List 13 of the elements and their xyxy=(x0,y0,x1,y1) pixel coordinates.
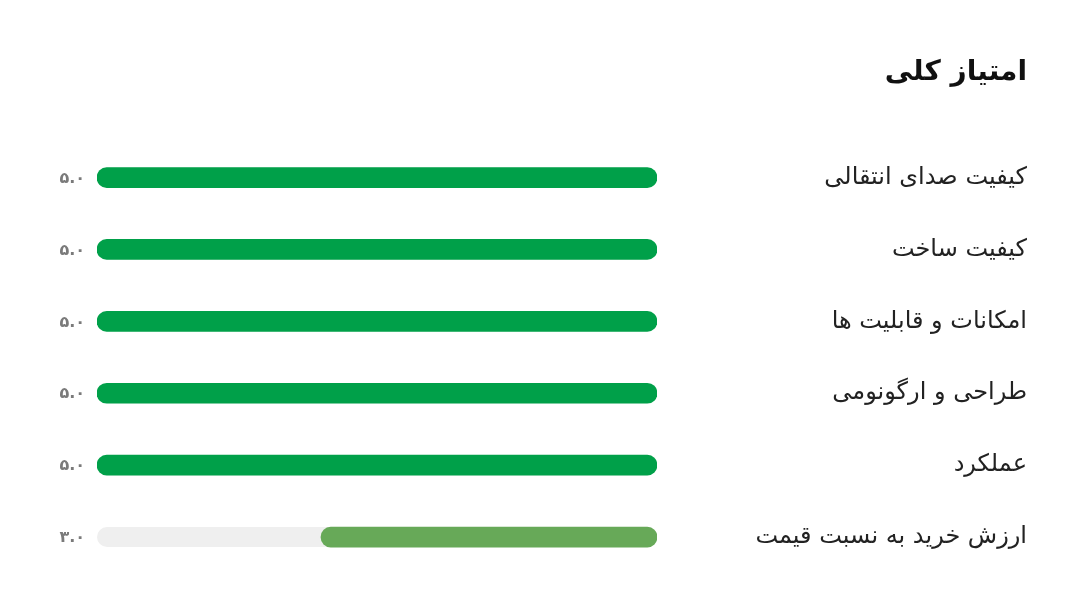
y-tick-label: ارزش خرید به نسبت قیمت xyxy=(755,521,1027,550)
y-tick-label: عملکرد xyxy=(953,449,1027,478)
data-label: ۵.۰ xyxy=(59,239,85,259)
text: امتیاز کلی xyxy=(884,54,1027,88)
y-tick-label: امکانات و قابلیت ها xyxy=(831,305,1027,334)
data-label: ۵.۰ xyxy=(59,455,85,475)
y-tick-label: کیفیت ساخت xyxy=(891,233,1028,262)
data-label: ۵.۰ xyxy=(59,311,85,331)
data-label: ۵.۰ xyxy=(59,167,85,187)
data-label: ۳.۰ xyxy=(59,527,85,547)
y-tick-label: کیفیت صدای انتقالی xyxy=(824,161,1028,190)
data-label: ۵.۰ xyxy=(59,383,85,403)
y-tick-label: طراحی و ارگونومی xyxy=(832,377,1027,406)
